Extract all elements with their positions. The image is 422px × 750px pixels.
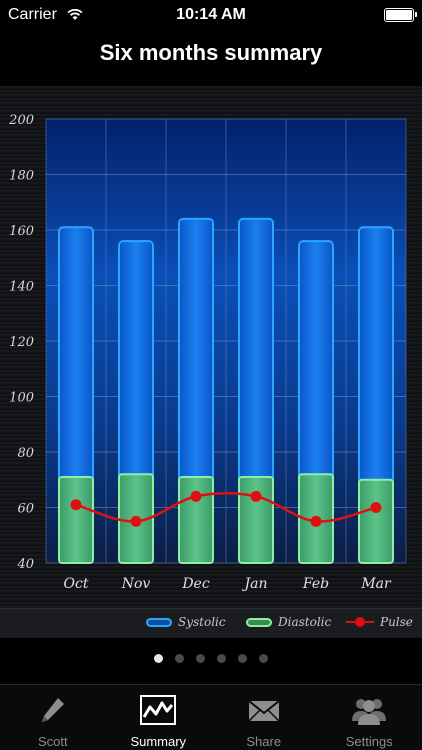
pulse-point — [190, 490, 202, 502]
tab-settings-label: Settings — [345, 734, 393, 749]
envelope-icon — [248, 700, 280, 722]
diastolic-bar — [58, 475, 94, 565]
y-tick-label: 180 — [9, 169, 34, 184]
diastolic-bar — [238, 475, 274, 565]
tab-scott-label: Scott — [37, 734, 68, 749]
chart-legend: Systolic Diastolic Pulse — [0, 608, 422, 638]
chart-icon — [140, 695, 177, 725]
diastolic-bar — [358, 478, 394, 564]
diastolic-bar — [178, 475, 214, 565]
legend-systolic-label: Systolic — [178, 615, 226, 629]
x-tick-label: Nov — [121, 576, 151, 592]
page-dot[interactable] — [175, 654, 184, 663]
tab-bar: Scott Summary Share Settings — [0, 684, 422, 750]
pulse-swatch — [346, 617, 374, 627]
page-dot[interactable] — [196, 654, 205, 663]
x-tick-label: Jan — [242, 576, 268, 592]
y-tick-label: 140 — [9, 280, 34, 295]
tab-scott[interactable]: Scott — [0, 685, 106, 750]
tab-settings[interactable]: Settings — [317, 685, 422, 750]
status-bar: Carrier 10:14 AM — [0, 0, 422, 30]
x-tick-label: Oct — [64, 576, 89, 592]
legend-diastolic: Diastolic — [246, 615, 331, 629]
chart-panel: 40 60 80 100 120 140 160 180 200 Oct Nov Dec Jan Feb M… — [0, 86, 422, 638]
y-tick-label: 80 — [17, 446, 34, 461]
y-tick-label: 160 — [9, 224, 34, 239]
diastolic-swatch — [246, 617, 272, 627]
page-dot[interactable] — [259, 654, 268, 663]
x-tick-label: Dec — [181, 576, 210, 592]
y-tick-label: 60 — [17, 502, 34, 517]
systolic-swatch — [146, 617, 172, 627]
pulse-point — [130, 515, 142, 527]
page-dot[interactable] — [154, 654, 163, 663]
tab-share-label: Share — [246, 734, 282, 749]
legend-systolic: Systolic — [146, 615, 226, 629]
people-icon — [352, 699, 387, 725]
y-tick-label: 200 — [8, 113, 34, 128]
battery-icon — [384, 8, 417, 22]
legend-diastolic-label: Diastolic — [278, 615, 332, 629]
pulse-point — [250, 490, 262, 502]
tab-summary-label: Summary — [130, 734, 187, 749]
page-dot[interactable] — [217, 654, 226, 663]
blood-pressure-chart: 40 60 80 100 120 140 160 180 200 Oct Nov Dec Jan Feb M… — [8, 113, 407, 592]
carrier-label: Carrier — [8, 6, 57, 23]
legend-pulse: Pulse — [346, 615, 413, 629]
y-tick-label: 100 — [9, 391, 34, 406]
y-tick-label: 40 — [16, 557, 34, 572]
x-tick-label: Mar — [360, 576, 392, 592]
page-indicator[interactable] — [0, 654, 422, 668]
y-tick-label: 120 — [9, 335, 34, 350]
tab-share[interactable]: Share — [211, 685, 317, 750]
x-tick-label: Feb — [302, 576, 329, 592]
pulse-point — [310, 515, 322, 527]
pencil-icon — [41, 698, 64, 722]
page-dot[interactable] — [238, 654, 247, 663]
legend-pulse-label: Pulse — [380, 615, 413, 629]
pulse-point — [70, 499, 82, 511]
page-title: Six months summary — [99, 40, 323, 65]
wifi-icon — [67, 8, 83, 20]
pulse-point — [370, 502, 382, 513]
status-time: 10:14 AM — [176, 6, 246, 23]
tab-summary[interactable]: Summary — [106, 685, 212, 750]
